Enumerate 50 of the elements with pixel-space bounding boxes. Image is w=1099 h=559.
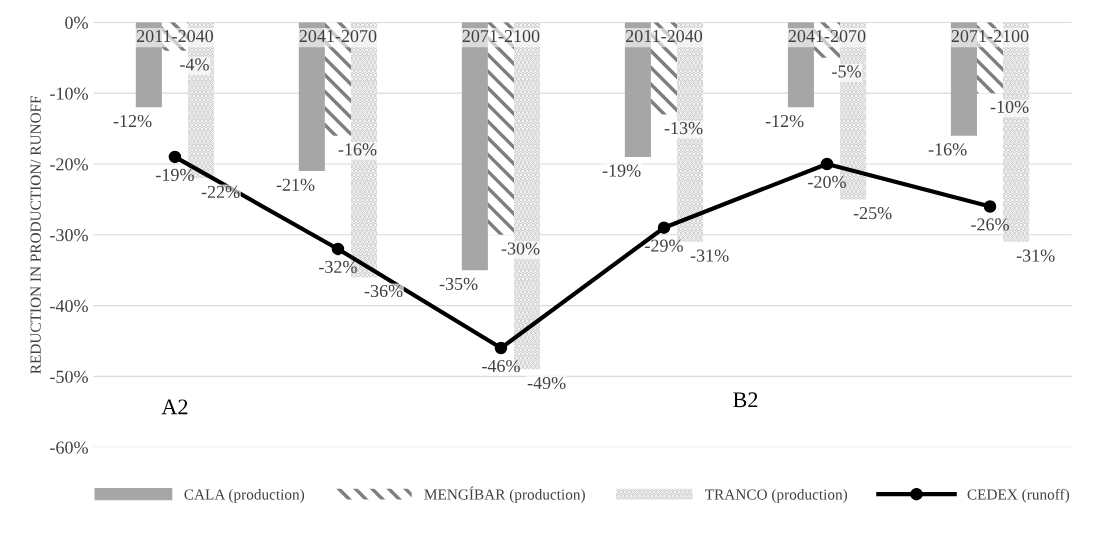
legend-label: TRANCO (production) (705, 488, 848, 503)
point (983, 200, 997, 213)
data-label: -30% (501, 242, 540, 255)
data-label: -19% (602, 164, 641, 177)
y-tick-label: 0% (65, 16, 88, 29)
data-label: -32% (319, 260, 357, 274)
legend-label: MENGÍBAR (production) (424, 486, 585, 503)
data-label: -22% (201, 185, 240, 198)
data-label: -19% (156, 168, 194, 181)
data-label: -31% (1016, 249, 1055, 262)
annotation: B2 (733, 392, 758, 408)
y-tick-label: -30% (50, 229, 88, 242)
data-label: -49% (527, 376, 566, 390)
x-tick-label: 2041-2070 (788, 29, 866, 43)
y-tick-label: -20% (50, 158, 88, 171)
x-tick-label: 2011-2040 (136, 29, 214, 43)
data-label: -20% (808, 175, 846, 189)
data-label: -12% (765, 114, 804, 128)
x-tick-label: 2041-2070 (299, 29, 377, 43)
point (820, 157, 834, 171)
y-axis-title: REDUCTION IN PRODUCTION/ RUNOFF (30, 95, 41, 374)
x-tick-label: 2071-2100 (462, 29, 540, 43)
legend-label: CEDEX (runoff) (967, 488, 1070, 503)
annotation: A2 (161, 399, 188, 415)
y-tick-label: -40% (50, 299, 88, 313)
data-label: -13% (664, 122, 703, 135)
data-label: -5% (832, 65, 861, 78)
data-label: -16% (338, 143, 377, 156)
data-label: -21% (276, 178, 315, 191)
x-tick-label: 2071-2100 (951, 29, 1029, 43)
y-tick-label: -50% (50, 370, 88, 383)
data-label: -10% (990, 100, 1029, 114)
data-label: -46% (482, 359, 520, 373)
data-label: -25% (853, 206, 892, 220)
point (494, 341, 508, 355)
data-label: -36% (364, 284, 403, 298)
data-label: -29% (645, 239, 683, 252)
point (168, 150, 182, 164)
data-label: -12% (113, 114, 152, 128)
data-label: -26% (971, 218, 1009, 231)
point (657, 221, 671, 234)
data-label: -4% (180, 58, 209, 71)
data-label: -35% (439, 277, 478, 291)
point (331, 242, 345, 256)
data-label: -16% (928, 143, 967, 156)
y-tick-label: -60% (50, 441, 88, 454)
y-tick-label: -10% (50, 87, 88, 100)
x-tick-label: 2011-2040 (625, 29, 703, 43)
legend-label: CALA (production) (184, 488, 305, 503)
data-label: -31% (690, 249, 729, 262)
